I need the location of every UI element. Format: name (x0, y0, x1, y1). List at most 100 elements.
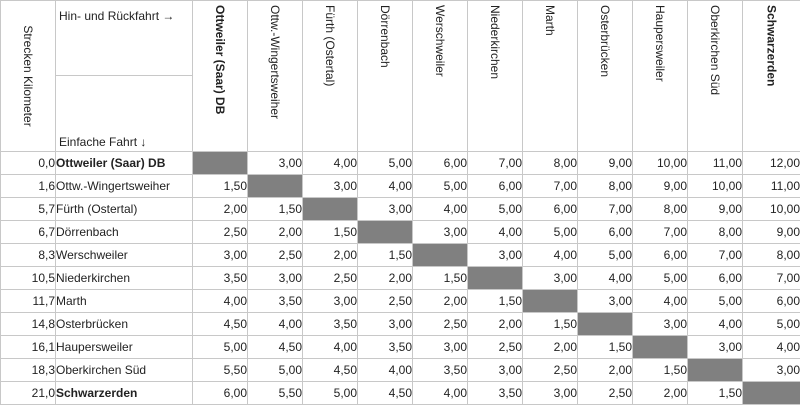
fare-cell: 10,00 (742, 197, 800, 221)
fare-cell: 4,00 (302, 151, 358, 175)
fare-cell: 1,50 (467, 289, 523, 313)
fare-cell: 2,00 (467, 312, 523, 336)
fare-cell: 2,50 (467, 335, 523, 359)
diagonal-cell (412, 243, 468, 267)
column-header-label: Haupersweiler (653, 5, 667, 82)
fare-cell: 2,00 (522, 335, 578, 359)
fare-cell: 9,00 (632, 174, 688, 198)
fare-cell: 9,00 (577, 151, 633, 175)
fare-cell: 3,00 (687, 335, 743, 359)
fare-cell: 10,00 (687, 174, 743, 198)
column-header: Werschweiler (412, 0, 468, 152)
fare-cell: 2,00 (247, 220, 303, 244)
stop-name-cell: Fürth (Ostertal) (55, 197, 193, 221)
fare-cell: 4,00 (357, 174, 413, 198)
km-cell: 16,1 (0, 335, 56, 359)
stop-name-cell: Osterbrücken (55, 312, 193, 336)
column-header-label: Werschweiler (433, 5, 447, 77)
fare-cell: 10,00 (632, 151, 688, 175)
fare-cell: 2,00 (577, 358, 633, 382)
table-row: 5,7 Fürth (Ostertal) 2,00 1,50 3,00 4,00 5,00 6… (0, 197, 800, 221)
column-header: Ottw.-Wingertsweiher (247, 0, 303, 152)
fare-cell: 4,50 (247, 335, 303, 359)
fare-cell: 5,00 (577, 243, 633, 267)
fare-cell: 6,00 (192, 381, 248, 405)
fare-cell: 4,00 (742, 335, 800, 359)
table-row: 8,3 Werschweiler 3,00 2,50 2,00 1,50 3,00 4,00 5… (0, 243, 800, 267)
fare-cell: 6,00 (412, 151, 468, 175)
fare-cell: 3,00 (632, 312, 688, 336)
fare-cell: 5,00 (632, 266, 688, 290)
fare-cell: 5,00 (357, 151, 413, 175)
diagonal-cell (632, 335, 688, 359)
table-row: 16,1 Haupersweiler 5,00 4,50 4,00 3,50 3,00 2,5… (0, 335, 800, 359)
diagonal-cell (357, 220, 413, 244)
fare-cell: 11,00 (687, 151, 743, 175)
table-row: 11,7 Marth 4,00 3,50 3,00 2,50 2,00 1,50 3,00 4,0… (0, 289, 800, 313)
fare-cell: 6,00 (687, 266, 743, 290)
fare-cell: 5,00 (467, 197, 523, 221)
fare-cell: 3,00 (357, 197, 413, 221)
fare-cell: 3,00 (577, 289, 633, 313)
fare-cell: 4,50 (302, 358, 358, 382)
column-header-label: Marth (543, 5, 557, 36)
column-header: Marth (522, 0, 578, 152)
column-header-label: Osterbrücken (598, 5, 612, 78)
stop-name-cell: Werschweiler (55, 243, 193, 267)
column-header-label: Niederkirchen (488, 5, 502, 80)
diagonal-cell (522, 289, 578, 313)
column-header: Fürth (Ostertal) (302, 0, 358, 152)
fare-cell: 1,50 (522, 312, 578, 336)
fare-cell: 3,50 (192, 266, 248, 290)
fare-cell: 4,00 (357, 358, 413, 382)
diagonal-cell (302, 197, 358, 221)
km-cell: 21,0 (0, 381, 56, 405)
fare-cell: 3,00 (522, 266, 578, 290)
fare-cell: 1,50 (192, 174, 248, 198)
km-cell: 1,6 (0, 174, 56, 198)
fare-cell: 5,00 (192, 335, 248, 359)
fare-cell: 2,50 (577, 381, 633, 405)
column-header-label: Ottw.-Wingertsweiher (268, 5, 282, 120)
diagonal-cell (742, 381, 800, 405)
fare-cell: 2,50 (192, 220, 248, 244)
fare-cell: 7,00 (577, 197, 633, 221)
fare-cell: 5,50 (247, 381, 303, 405)
stop-name-cell: Oberkirchen Süd (55, 358, 193, 382)
fare-cell: 8,00 (577, 174, 633, 198)
km-header-label: Strecken Kilometer (21, 25, 35, 127)
stop-name-cell: Marth (55, 289, 193, 313)
fare-cell: 3,50 (247, 289, 303, 313)
fare-cell: 3,00 (192, 243, 248, 267)
fare-cell: 6,00 (742, 289, 800, 313)
column-header: Dörrenbach (357, 0, 413, 152)
fare-cell: 9,00 (687, 197, 743, 221)
fare-cell: 3,00 (247, 151, 303, 175)
fare-cell: 3,00 (302, 289, 358, 313)
fare-cell: 4,00 (247, 312, 303, 336)
single-trip-label: Einfache Fahrt ↓ (59, 135, 147, 149)
fare-cell: 8,00 (522, 151, 578, 175)
fare-cell: 3,50 (302, 312, 358, 336)
fare-cell: 4,00 (577, 266, 633, 290)
fare-cell: 6,00 (577, 220, 633, 244)
fare-cell: 7,00 (632, 220, 688, 244)
stop-name-cell: Schwarzerden (55, 381, 193, 405)
stop-name-cell: Dörrenbach (55, 220, 193, 244)
table-row: 10,5 Niederkirchen 3,50 3,00 2,50 2,00 1,50 3,0… (0, 266, 800, 290)
fare-cell: 3,00 (357, 312, 413, 336)
stop-name-cell: Niederkirchen (55, 266, 193, 290)
km-cell: 14,8 (0, 312, 56, 336)
diagonal-cell (192, 151, 248, 175)
fare-cell: 6,00 (522, 197, 578, 221)
fare-cell: 11,00 (742, 174, 800, 198)
fare-cell: 5,00 (522, 220, 578, 244)
fare-cell: 2,00 (357, 266, 413, 290)
fare-cell: 5,00 (302, 381, 358, 405)
fare-cell: 5,00 (687, 289, 743, 313)
km-cell: 10,5 (0, 266, 56, 290)
table-row: 14,8 Osterbrücken 4,50 4,00 3,50 3,00 2,50 2,00… (0, 312, 800, 336)
fare-cell: 4,50 (357, 381, 413, 405)
column-header: Haupersweiler (632, 0, 688, 152)
column-header: Osterbrücken (577, 0, 633, 152)
